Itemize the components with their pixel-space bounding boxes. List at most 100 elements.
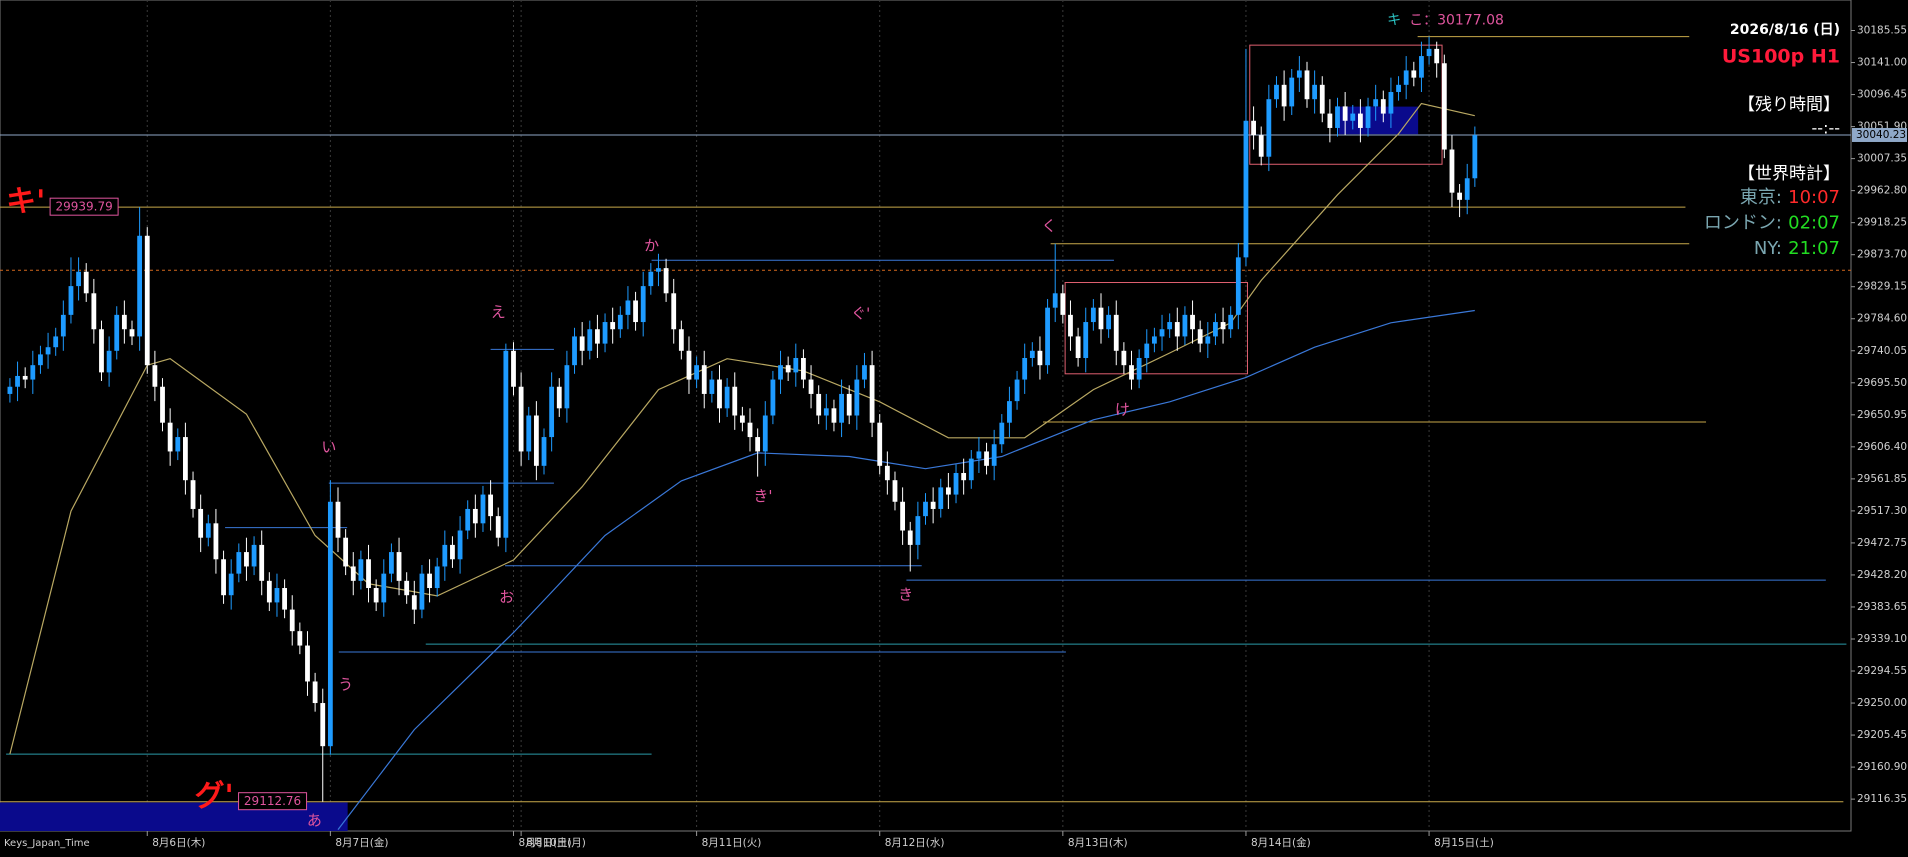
annotation: き' [753, 487, 772, 505]
candle-body [518, 386, 524, 452]
candle-body [1159, 329, 1165, 337]
y-tick-label: 29606.40 [1857, 441, 1907, 453]
candle-body [1365, 106, 1371, 128]
candle-body [945, 487, 951, 495]
candle-body [793, 357, 799, 373]
x-tick-label: 8月7日(金) [335, 836, 388, 849]
candle-body [1281, 84, 1287, 107]
candle-body [739, 415, 745, 423]
candle-body [1335, 106, 1340, 128]
annotation: い [321, 438, 336, 456]
candle-body [282, 588, 287, 610]
y-tick-label: 29829.15 [1857, 281, 1907, 293]
candle-body [633, 300, 638, 323]
current-price-label: 30040.23 [1856, 129, 1906, 141]
candle-body [68, 286, 74, 315]
candle-body [1113, 314, 1119, 351]
candle-body [762, 415, 768, 452]
candle-body [1319, 84, 1325, 114]
candle-body [259, 544, 265, 581]
x-tick-label: 8月11日(火) [702, 837, 762, 849]
candle-body [213, 523, 219, 560]
candle-body [587, 329, 593, 351]
candle-body [450, 544, 455, 560]
candle-body [1197, 329, 1203, 344]
candle-body [541, 437, 547, 466]
candle-body [1129, 365, 1134, 380]
y-tick-label: 29383.65 [1857, 601, 1907, 613]
clock-time: 10:07 [1788, 187, 1840, 208]
x-tick-label: 8月8日(土) [518, 836, 571, 849]
candle-body [427, 573, 432, 589]
candle-body [198, 508, 204, 538]
candle-body [1243, 120, 1249, 258]
candle-body [434, 566, 440, 589]
candle-body [1289, 77, 1295, 107]
marker-box [49, 197, 119, 216]
candle-body [801, 357, 806, 380]
candle-body [1228, 314, 1234, 330]
candle-body [99, 329, 104, 373]
candle-body [1174, 322, 1180, 337]
candle-body [251, 544, 257, 567]
candle-body [183, 437, 188, 481]
candle-body [724, 386, 730, 409]
candle-body [907, 530, 913, 545]
y-tick-label: 29517.30 [1857, 505, 1907, 517]
candle-body [1274, 84, 1279, 100]
marker-value: 29112.76 [244, 794, 301, 808]
y-tick-label: 29472.75 [1857, 537, 1907, 549]
candle-body [1182, 314, 1188, 337]
candle-body [442, 544, 448, 567]
y-tick-label: 29650.95 [1857, 409, 1907, 421]
candle-body [1052, 293, 1058, 308]
y-tick-label: 29428.20 [1857, 569, 1907, 581]
candle-body [350, 566, 356, 581]
plot-frame [0, 0, 1852, 832]
candle-body [327, 501, 333, 747]
candle-body [854, 379, 860, 416]
clock-city: 東京: [1740, 187, 1782, 208]
candle-body [595, 329, 600, 344]
y-tick-label: 29339.10 [1857, 633, 1907, 645]
candle-body [671, 293, 677, 330]
candle-body [1098, 307, 1104, 330]
candle-body [1419, 56, 1424, 78]
annotation: か [644, 236, 659, 254]
candle-body [1266, 99, 1272, 157]
candle-body [1441, 63, 1447, 150]
candle-body [358, 559, 364, 581]
candle-body [656, 268, 661, 272]
candle-body [381, 573, 387, 603]
candle-body [495, 516, 501, 538]
candle-body [1205, 336, 1211, 344]
candle-body [678, 329, 684, 351]
candle-body [732, 386, 738, 416]
candle-body [1251, 120, 1256, 136]
y-tick-label: 29962.80 [1857, 185, 1907, 197]
candle-body [1380, 99, 1386, 114]
annotation: う [338, 675, 353, 693]
candle-body [839, 393, 844, 423]
annotation: き [898, 585, 913, 603]
candle-body [274, 588, 280, 603]
candle-body [1449, 149, 1455, 193]
candle-body [1388, 92, 1394, 114]
candle-body [45, 347, 51, 355]
candle-body [709, 379, 715, 394]
candle-body [152, 365, 158, 387]
candle-body [228, 573, 234, 596]
clock-city: ロンドン: [1704, 213, 1782, 234]
candle-body [297, 631, 303, 646]
candle-body [549, 386, 555, 438]
candle-body [862, 365, 867, 380]
candle-body [511, 350, 516, 387]
candle-body [869, 365, 875, 423]
annotation: ぐ' [851, 305, 870, 323]
candle-body [221, 559, 226, 596]
candle-body [938, 487, 944, 509]
candle-body [976, 451, 982, 459]
time-label: Keys_Japan_Time [4, 838, 90, 849]
candle-body [831, 408, 837, 423]
